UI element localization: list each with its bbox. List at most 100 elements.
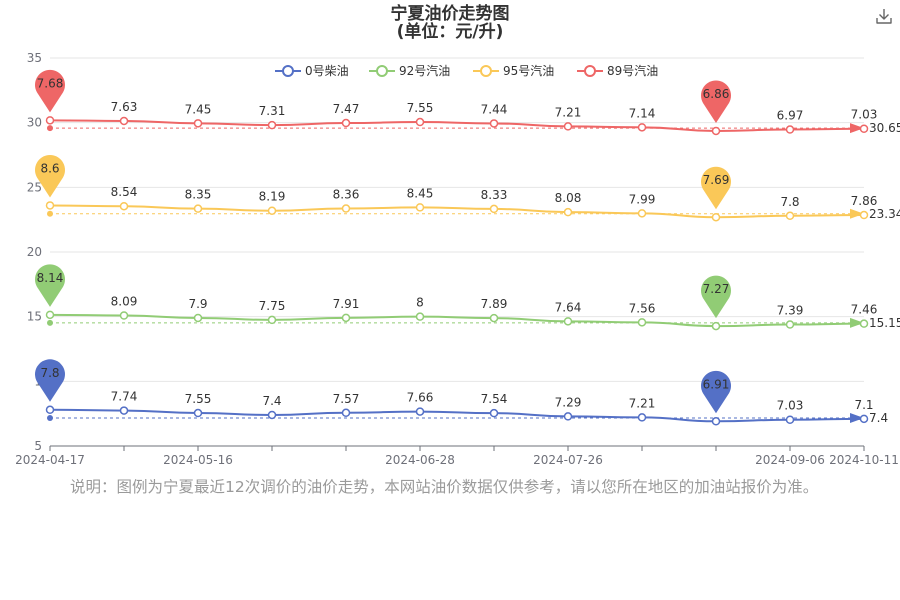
data-label: 7.29 [555,395,582,409]
data-point [415,407,425,416]
series-line [49,408,865,423]
data-label: 7.03 [851,108,878,122]
data-label: 7.55 [407,101,434,115]
data-point [563,412,573,421]
series-line [49,119,865,132]
data-point [785,320,795,329]
y-tick-label: 15 [27,310,42,324]
max-pin: 7.68 [35,69,65,113]
data-point [489,119,499,128]
pin-marker [35,69,65,113]
data-label: 8.08 [555,191,582,205]
data-label: 7.64 [555,300,582,314]
data-point [119,406,129,415]
series-line [49,204,865,219]
legend-item[interactable]: 0号柴油 [275,64,349,78]
data-point [267,410,277,420]
pin-label: 7.27 [703,282,730,296]
pin-marker [35,154,65,198]
max-pin: 7.8 [34,359,66,402]
data-label: 7.44 [481,102,508,116]
average-line-start [47,210,53,217]
pin-marker [701,80,731,123]
x-tick-label: 2024-09-06 [755,453,825,467]
data-point [119,311,129,320]
data-point [859,124,869,133]
legend-label: 95号汽油 [503,63,554,78]
data-point [859,210,869,220]
data-point [785,211,795,221]
pin-label: 7.68 [37,76,64,90]
data-point [563,122,573,131]
data-point [267,120,277,130]
chart-subtitle: (单位：元/升) [396,22,504,42]
data-point [193,119,203,128]
data-point [45,405,55,415]
data-point [711,126,721,136]
legend-item[interactable]: 89号汽油 [577,63,658,78]
data-point [415,203,425,212]
data-label: 7.57 [333,392,360,406]
data-label: 7.31 [259,104,286,118]
data-label: 7.1 [854,398,873,412]
data-point [45,201,55,210]
y-tick-label: 20 [27,245,42,259]
data-label: 8.54 [111,185,138,199]
average-line-start [47,414,53,421]
x-tick-label: 2024-10-11 [829,453,899,467]
data-point [711,321,721,331]
data-label: 8.45 [407,186,434,200]
average-line-start [47,125,53,132]
data-label: 8 [416,296,424,310]
chart-title: 宁夏油价走势图 [390,4,510,24]
legend-label: 0号柴油 [305,64,349,78]
y-tick-label: 5 [34,439,42,453]
download-icon[interactable] [874,6,894,26]
data-point [341,408,351,418]
legend-marker [480,65,492,77]
min-pin: 6.86 [701,80,731,123]
data-point [193,204,203,213]
legend-label: 89号汽油 [607,63,658,78]
data-label: 8.09 [111,295,138,309]
data-label: 7.21 [629,396,656,410]
data-point [341,313,351,323]
pin-marker [34,359,66,402]
data-label: 7.86 [851,194,878,208]
data-label: 7.47 [333,102,360,116]
data-point [563,317,573,326]
data-point [785,415,795,424]
data-label: 7.99 [629,192,656,206]
legend-item[interactable]: 95号汽油 [473,63,554,78]
average-line-arrow [850,208,864,219]
data-point [341,118,351,128]
pin-label: 8.6 [40,161,59,175]
y-tick-label: 35 [27,51,42,65]
x-tick-label: 2024-04-17 [15,453,85,467]
data-label: 7.03 [777,399,804,413]
data-label: 7.66 [407,391,434,405]
data-label: 7.75 [259,299,286,313]
data-point [637,123,647,132]
data-point [45,116,55,125]
x-tick-label: 2024-07-26 [533,453,603,467]
pin-label: 7.69 [703,173,730,187]
legend-marker [376,65,388,77]
data-label: 6.97 [777,109,804,123]
data-point [637,413,647,422]
data-label: 7.14 [629,106,656,120]
data-point [267,206,277,215]
pin-marker [701,166,732,210]
data-point [119,201,129,211]
pin-marker [34,264,66,307]
data-point [267,315,277,325]
legend-label: 92号汽油 [399,63,450,78]
data-point [119,116,129,126]
y-tick-label: 30 [27,116,42,130]
data-point [415,117,425,127]
min-pin: 7.27 [701,275,731,319]
average-label: 30.65 [869,121,900,135]
legend-item[interactable]: 92号汽油 [369,63,450,78]
min-pin: 7.69 [701,166,732,210]
